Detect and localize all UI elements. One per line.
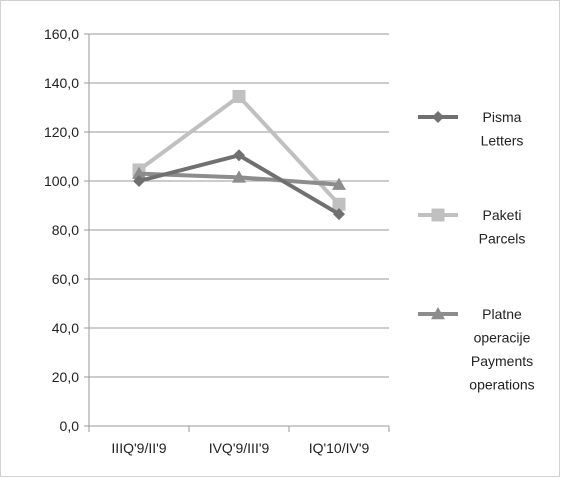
series-line — [138, 153, 341, 216]
legend-label: Platne — [482, 306, 522, 322]
marker-triangle — [232, 170, 246, 183]
x-tick-label: IVQ'9/III'9 — [209, 440, 270, 456]
marker-square — [332, 197, 346, 211]
legend-entry: Pisma Letters — [418, 109, 523, 149]
marker-square — [431, 208, 445, 222]
marker-triangle — [132, 166, 146, 179]
y-axis: 0,0 20,0 40,0 60,0 80,0 100,0 120,0 140,0 160,0 — [44, 26, 90, 434]
legend-entry: Paketi Parcels — [418, 207, 525, 247]
series-group — [132, 89, 346, 221]
legend-label: operations — [469, 377, 534, 393]
y-tick-label: 120,0 — [44, 124, 79, 140]
marker-diamond — [233, 149, 245, 162]
y-tick-label: 160,0 — [44, 26, 79, 42]
x-tick-label: IQ'10/IV'9 — [309, 440, 370, 456]
y-tick-label: 100,0 — [44, 173, 79, 189]
marker-square — [232, 89, 246, 103]
legend-label: Payments — [471, 353, 533, 369]
legend-label: Paketi — [483, 207, 522, 223]
legend-label: operacije — [474, 330, 531, 346]
x-tick-label: IIIQ'9/II'9 — [111, 440, 166, 456]
legend: Pisma Letters Paketi Parcels Platne operacije… — [418, 109, 535, 393]
y-tick-label: 80,0 — [52, 222, 79, 238]
marker-triangle — [332, 177, 346, 190]
legend-label: Pisma — [483, 109, 522, 125]
legend-entry: Platne operacije Payments operations — [418, 306, 535, 393]
y-tick-label: 60,0 — [52, 271, 79, 287]
y-tick-label: 40,0 — [52, 320, 79, 336]
x-axis: IIIQ'9/II'9 IVQ'9/III'9 IQ'10/IV'9 — [88, 425, 390, 456]
legend-label: Parcels — [479, 231, 526, 247]
y-tick-label: 140,0 — [44, 75, 79, 91]
marker-diamond — [333, 208, 345, 221]
marker-triangle — [431, 307, 445, 320]
y-tick-label: 0,0 — [60, 418, 80, 434]
y-tick-label: 20,0 — [52, 369, 79, 385]
marker-diamond — [133, 175, 145, 187]
legend-label: Letters — [481, 133, 524, 149]
marker-diamond — [432, 111, 444, 123]
